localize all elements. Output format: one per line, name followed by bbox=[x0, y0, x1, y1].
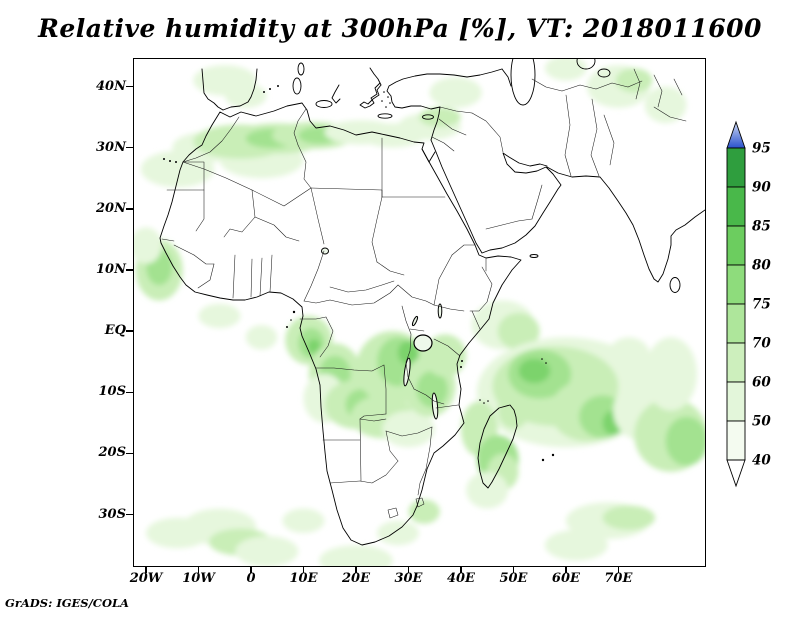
caspian-sea bbox=[511, 59, 535, 105]
lon-tick-label: 40E bbox=[439, 571, 483, 586]
humidity-region bbox=[608, 337, 650, 374]
lat-tick-label: 10S bbox=[82, 384, 126, 400]
humidity-region bbox=[225, 84, 267, 108]
colorbar-label: 95 bbox=[752, 141, 771, 157]
africa-map bbox=[134, 59, 705, 566]
lon-tick-label: 10E bbox=[282, 571, 326, 586]
lon-tick-label: 50E bbox=[491, 571, 535, 586]
colorbar-box bbox=[727, 304, 745, 343]
lon-tick-label: 20E bbox=[334, 571, 378, 586]
colorbar-box bbox=[727, 421, 745, 460]
humidity-region bbox=[419, 107, 461, 127]
lon-tick-mark bbox=[145, 566, 146, 573]
crete-island bbox=[378, 114, 392, 118]
colorbar-box bbox=[727, 343, 745, 382]
colorbar-box bbox=[727, 187, 745, 226]
humidity-region bbox=[519, 359, 550, 383]
humidity-region bbox=[603, 506, 655, 530]
lon-tick-label: 60E bbox=[544, 571, 588, 586]
colorbar: 95 90 85 80 75 70 60 50 40 bbox=[726, 120, 788, 492]
colorbar-label: 60 bbox=[752, 375, 771, 391]
lat-tick-label: 30S bbox=[82, 507, 126, 523]
lon-tick-label: 0 bbox=[229, 571, 273, 586]
lon-tick-mark bbox=[303, 566, 304, 573]
humidity-shading-layer bbox=[134, 59, 705, 566]
lat-tick-label: 20N bbox=[82, 201, 126, 217]
lon-tick-label: 70E bbox=[596, 571, 640, 586]
humidity-region bbox=[246, 325, 277, 349]
lon-tick-mark bbox=[513, 566, 514, 573]
humidity-region bbox=[645, 337, 697, 410]
greece-coastline bbox=[360, 83, 381, 108]
lat-tick-mark bbox=[126, 86, 133, 87]
colorbar-below-min-triangle bbox=[727, 460, 745, 486]
lat-tick-mark bbox=[126, 147, 133, 148]
colorbar-label: 75 bbox=[752, 297, 771, 313]
lon-tick-mark bbox=[250, 566, 251, 573]
humidity-region bbox=[409, 499, 440, 523]
lat-tick-label: EQ bbox=[82, 323, 126, 339]
lat-tick-label: 30N bbox=[82, 140, 126, 156]
lon-tick-mark bbox=[408, 566, 409, 573]
lake-victoria bbox=[414, 335, 432, 351]
socotra-island bbox=[530, 255, 538, 258]
sicily-island bbox=[316, 101, 332, 108]
colorbar-box bbox=[727, 382, 745, 421]
humidity-region bbox=[430, 77, 482, 108]
humidity-region bbox=[377, 521, 419, 545]
humidity-region bbox=[545, 59, 587, 80]
humidity-region bbox=[466, 472, 508, 509]
colorbar-box bbox=[727, 148, 745, 187]
colorbar-body: 95 90 85 80 75 70 60 50 40 bbox=[727, 122, 771, 486]
map-plot-area: 40N30N20N10NEQ10S20S30S20W10W010E20E30E4… bbox=[133, 58, 706, 567]
lake-chad bbox=[322, 248, 329, 254]
plot-title: Relative humidity at 300hPa [%], VT: 201… bbox=[0, 14, 800, 43]
colorbar-box bbox=[727, 226, 745, 265]
lake-albert bbox=[412, 316, 419, 326]
humidity-region bbox=[199, 304, 241, 328]
sardinia-island bbox=[293, 78, 301, 94]
lon-tick-mark bbox=[198, 566, 199, 573]
lat-tick-mark bbox=[126, 269, 133, 270]
lon-tick-label: 20W bbox=[124, 571, 168, 586]
lon-tick-mark bbox=[355, 566, 356, 573]
humidity-region bbox=[283, 509, 325, 533]
lat-tick-mark bbox=[126, 330, 133, 331]
caucasus-coastline bbox=[502, 69, 511, 86]
colorbar-box bbox=[727, 265, 745, 304]
lat-tick-mark bbox=[126, 514, 133, 515]
lon-tick-label: 30E bbox=[386, 571, 430, 586]
humidity-region bbox=[235, 536, 298, 566]
colorbar-label: 90 bbox=[752, 180, 771, 196]
lon-tick-label: 10W bbox=[177, 571, 221, 586]
arabia-coastline bbox=[431, 140, 561, 253]
lon-tick-mark bbox=[565, 566, 566, 573]
lat-tick-mark bbox=[126, 392, 133, 393]
colorbar-label: 80 bbox=[752, 258, 771, 274]
colorbar-label: 40 bbox=[752, 453, 771, 469]
colorbar-label: 50 bbox=[752, 414, 771, 430]
lat-tick-mark bbox=[126, 453, 133, 454]
lon-tick-mark bbox=[618, 566, 619, 573]
colorbar-above-max-triangle bbox=[727, 122, 745, 148]
sri-lanka-island bbox=[670, 278, 680, 293]
lat-tick-mark bbox=[126, 208, 133, 209]
lat-tick-label: 10N bbox=[82, 262, 126, 278]
credit-text: GrADS: IGES/COLA bbox=[5, 596, 129, 610]
balkans-coastline bbox=[370, 68, 381, 85]
humidity-region bbox=[498, 392, 529, 429]
colorbar-label: 70 bbox=[752, 336, 771, 352]
corsica-island bbox=[298, 63, 304, 75]
lat-tick-label: 20S bbox=[82, 445, 126, 461]
italy-coastline bbox=[332, 85, 340, 103]
humidity-region bbox=[319, 545, 392, 566]
humidity-region bbox=[616, 68, 653, 92]
lat-tick-label: 40N bbox=[82, 79, 126, 95]
iran-india-coastline bbox=[547, 167, 705, 282]
lon-tick-mark bbox=[460, 566, 461, 573]
humidity-region bbox=[545, 530, 608, 561]
colorbar-label: 85 bbox=[752, 219, 771, 235]
